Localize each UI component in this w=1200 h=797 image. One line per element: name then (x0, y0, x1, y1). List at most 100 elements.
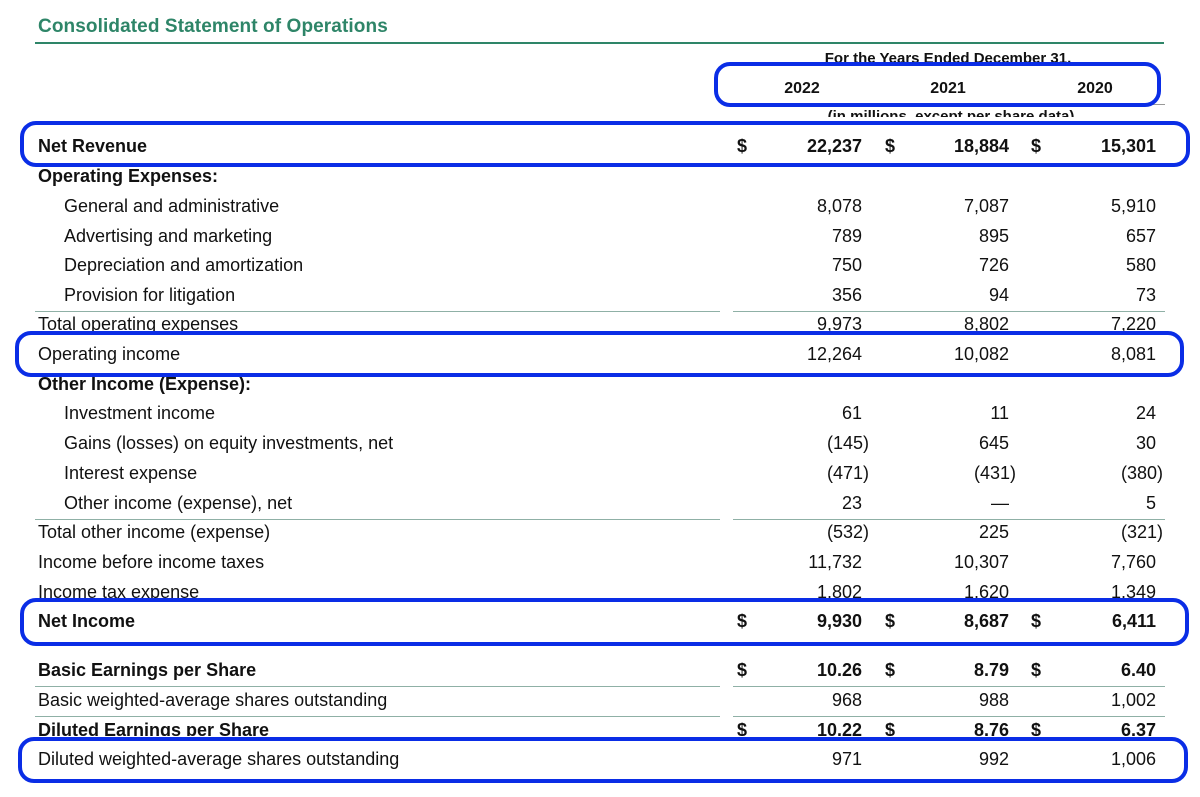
currency-symbol: $ (885, 660, 896, 680)
table-row: Other income (expense), net 23 — 5 (0, 490, 1200, 519)
table-row: Gains (losses) on equity investments, ne… (0, 430, 1200, 459)
section-heading: Other Income (Expense): (0, 371, 1200, 400)
value-2021: 225 (978, 522, 1009, 542)
row-label: Investment income (64, 403, 216, 423)
value-2022: 8,078 (816, 196, 862, 216)
row-label: General and administrative (64, 196, 280, 216)
row-label: Net Income (38, 611, 136, 631)
row-label: Total other income (expense) (38, 522, 271, 542)
row-label: Advertising and marketing (64, 226, 273, 246)
value-2021: 8,687 (963, 611, 1009, 631)
currency-symbol: $ (1031, 611, 1042, 631)
row-label: Operating income (38, 344, 181, 364)
value-2022: 789 (831, 226, 862, 246)
currency-symbol: $ (1031, 720, 1042, 736)
value-2022: 356 (831, 285, 862, 305)
value-2022: 1,802 (816, 582, 862, 600)
value-2021: 10,307 (953, 552, 1009, 572)
row-label: Gains (losses) on equity investments, ne… (64, 433, 394, 453)
row-label: Basic weighted-average shares outstandin… (38, 690, 388, 710)
row-divider (733, 519, 1165, 520)
table-row: Provision for litigation 356 94 73 (0, 282, 1200, 311)
row-label: Interest expense (64, 463, 198, 483)
value-2021: 8.76 (973, 720, 1009, 736)
table-row: Diluted weighted-average shares outstand… (0, 746, 1200, 775)
row-label: Net Revenue (38, 136, 148, 156)
value-2021: 8.79 (973, 660, 1009, 680)
value-2022: (145) (826, 433, 869, 453)
value-2022: 11,732 (808, 552, 862, 572)
row-label: Other income (expense), net (64, 493, 293, 513)
value-2022: 61 (841, 403, 862, 423)
value-2020: 6,411 (1111, 611, 1156, 631)
value-2020: 580 (1125, 255, 1156, 275)
currency-symbol: $ (1031, 136, 1042, 156)
row-divider (35, 519, 720, 520)
value-2022: 23 (841, 493, 862, 513)
table-row: Advertising and marketing 789 895 657 (0, 223, 1200, 252)
title-divider (35, 42, 1164, 44)
year-header-2020: 2020 (1077, 80, 1113, 97)
value-2022: 22,237 (806, 136, 862, 156)
value-2022: 9,930 (816, 611, 862, 631)
value-2020: 15,301 (1100, 136, 1156, 156)
statement-title: Consolidated Statement of Operations (38, 16, 388, 37)
value-2021: 11 (990, 403, 1009, 423)
value-2021: 94 (988, 285, 1009, 305)
currency-symbol: $ (737, 720, 748, 736)
currency-symbol: $ (885, 720, 896, 736)
units-label: (in millions, except per share data) (827, 108, 1075, 118)
value-2020: 1,006 (1110, 749, 1156, 769)
value-2022: (532) (826, 522, 869, 542)
value-2020: 6.37 (1120, 720, 1156, 736)
value-2021: 645 (978, 433, 1009, 453)
row-divider (35, 686, 720, 687)
value-2021: 726 (978, 255, 1009, 275)
value-2022: 12,264 (806, 344, 862, 364)
value-2022: 10.26 (816, 660, 862, 680)
period-label: For the Years Ended December 31, (824, 51, 1072, 62)
value-2021: 8,802 (963, 314, 1009, 331)
row-label: Total operating expenses (38, 314, 239, 331)
value-2022: 9,973 (816, 314, 862, 331)
table-row: Investment income 61 11 24 (0, 400, 1200, 429)
value-2020: (380) (1120, 463, 1163, 483)
value-2022: 968 (831, 690, 862, 710)
row-label: Depreciation and amortization (64, 255, 304, 275)
table-row: Income before income taxes 11,732 10,307… (0, 549, 1200, 578)
value-2020: 73 (1135, 285, 1156, 305)
value-2020: 24 (1135, 403, 1156, 423)
value-2022: 750 (831, 255, 862, 275)
value-2020: 8,081 (1110, 344, 1156, 364)
value-2020: (321) (1120, 522, 1163, 542)
value-2022: 971 (831, 749, 862, 769)
year-header-rule (735, 104, 1165, 105)
row-divider (733, 716, 1165, 717)
value-2021: — (991, 493, 1009, 513)
row-label: Income before income taxes (38, 552, 265, 572)
table-row: Diluted Earnings per Share $ 10.22 $ 8.7… (0, 717, 1200, 736)
currency-symbol: $ (737, 611, 748, 631)
table-row: Total operating expenses 9,973 8,802 7,2… (0, 311, 1200, 331)
row-divider (35, 311, 720, 312)
value-2021: 988 (978, 690, 1009, 710)
value-2020: 30 (1135, 433, 1156, 453)
currency-symbol: $ (737, 136, 748, 156)
row-divider (733, 311, 1165, 312)
value-2022: 10.22 (816, 720, 862, 736)
row-label: Basic Earnings per Share (38, 660, 257, 680)
value-2020: 5,910 (1110, 196, 1156, 216)
value-2020: 6.40 (1120, 660, 1156, 680)
table-row: General and administrative 8,078 7,087 5… (0, 193, 1200, 222)
value-2020: 657 (1125, 226, 1156, 246)
value-2020: 7,220 (1110, 314, 1156, 331)
section-heading: Operating Expenses: (0, 163, 1200, 192)
row-label: Income tax expense (38, 582, 200, 600)
value-2021: 1,620 (963, 582, 1009, 600)
value-2022: (471) (826, 463, 869, 483)
row-divider (733, 686, 1165, 687)
table-row: Net Income $ 9,930 $ 8,687 $ 6,411 (0, 608, 1200, 637)
value-2020: 5 (1145, 493, 1156, 513)
row-label: Operating Expenses: (38, 166, 219, 186)
value-2021: 18,884 (953, 136, 1009, 156)
